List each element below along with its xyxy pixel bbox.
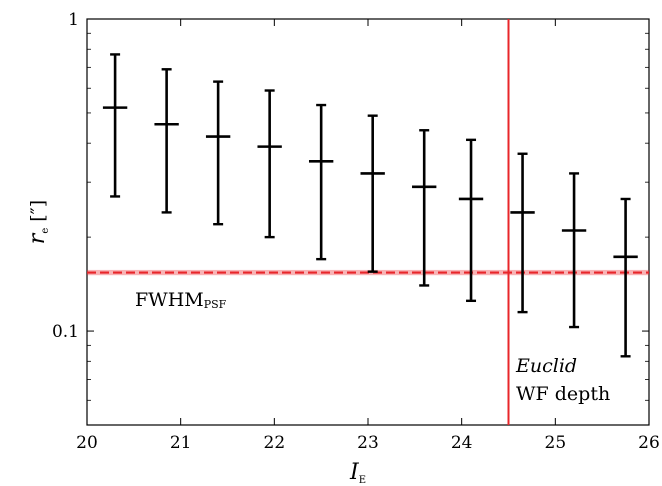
x-tick-label: 22	[264, 433, 286, 453]
fwhm-label: FWHMPSF	[135, 289, 227, 311]
data-point	[412, 129, 437, 287]
x-axis-title: IE	[349, 460, 366, 486]
x-tick-label: 25	[545, 433, 567, 453]
y-tick-label: 1	[68, 10, 79, 30]
data-point	[154, 68, 179, 214]
data-point	[510, 152, 535, 314]
data-marks	[87, 19, 649, 425]
y-axis-title: re[″]	[25, 200, 51, 244]
x-tick-label: 24	[451, 433, 473, 453]
data-point	[205, 80, 231, 226]
data-point	[257, 89, 282, 239]
wf-depth-label: WF depth	[516, 383, 610, 405]
data-point	[102, 53, 128, 198]
data-point	[308, 103, 334, 261]
data-point	[458, 138, 484, 303]
euclid-label: Euclid	[515, 355, 577, 377]
x-tick-label: 23	[357, 433, 379, 453]
x-tick-label: 20	[76, 433, 98, 453]
x-tick-label: 21	[170, 433, 192, 453]
data-point	[561, 172, 587, 329]
axis-ticks: 20 21 22 23 24 25 26 1 0.1	[52, 10, 660, 453]
y-tick-label: 0.1	[52, 322, 79, 342]
data-point	[360, 114, 385, 273]
x-tick-label: 26	[638, 433, 660, 453]
data-point	[613, 197, 638, 358]
